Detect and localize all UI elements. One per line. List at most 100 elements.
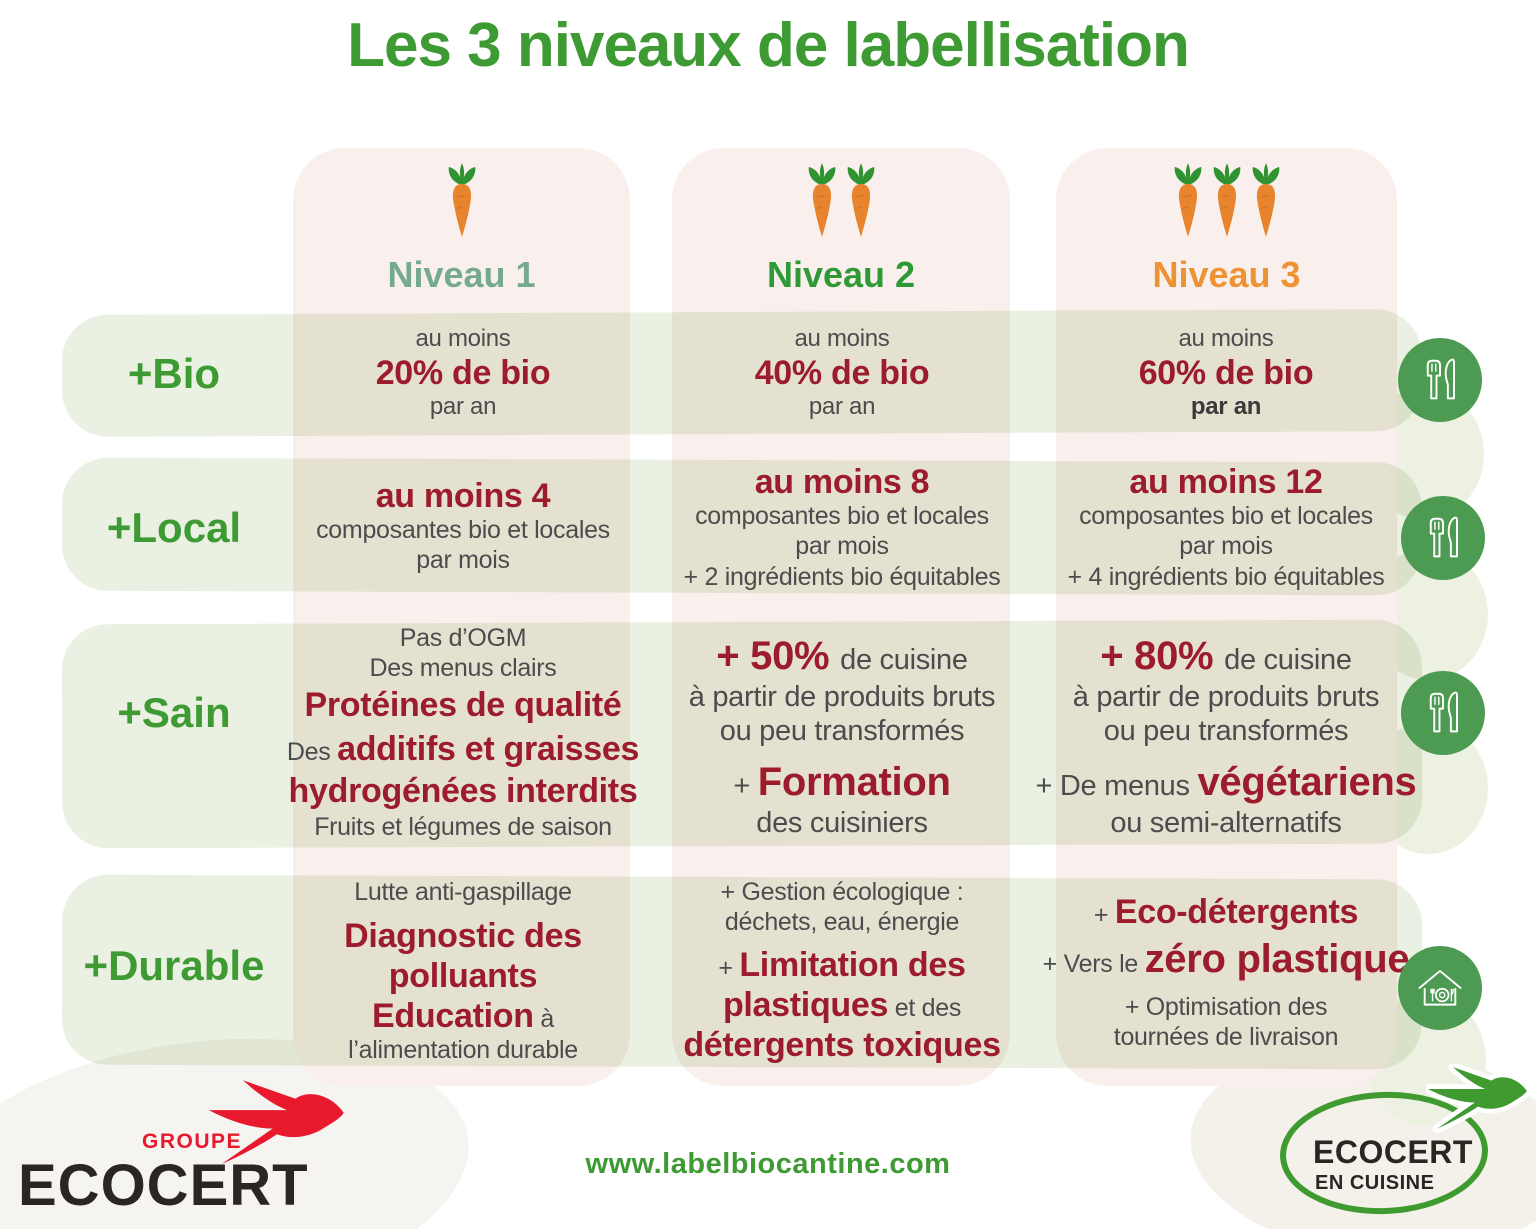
level-title: Niveau 3 bbox=[1152, 254, 1301, 295]
row-label-sain: +Sain bbox=[117, 689, 231, 736]
cell-local-niveau-3: au moins 12 composantes bio et locales par… bbox=[1031, 462, 1421, 593]
badge-bio bbox=[1398, 338, 1482, 422]
cell-sain-niveau-2: + 50% de cuisine à partir de produits bru… bbox=[647, 633, 1037, 840]
house-meal-icon bbox=[1418, 969, 1462, 1006]
cell-line: déchets, eau, énergie bbox=[724, 907, 960, 936]
carrot-icon bbox=[448, 163, 475, 237]
cell-line: + 50% de cuisine bbox=[716, 634, 968, 678]
cell-line: + 4 ingrédients bio équitables bbox=[1067, 563, 1385, 592]
cell-line: + Gestion écologique : bbox=[720, 878, 964, 906]
groupe-ecocert-logo: GROUPE ECOCERT bbox=[14, 1080, 359, 1225]
cell-line: Des menus clairs bbox=[369, 653, 557, 682]
cell-line: + Formation bbox=[733, 759, 951, 804]
cell-line: détergents toxiques bbox=[683, 1026, 1001, 1065]
cell-line: + Optimisation des bbox=[1124, 993, 1328, 1022]
cell-sain-niveau-1: Pas d’OGM Des menus clairs Protéines de qu… bbox=[268, 624, 658, 843]
cell-line: Pas d’OGM bbox=[399, 624, 527, 652]
swallow-icon bbox=[208, 1080, 344, 1165]
cell-line: + Limitation des bbox=[718, 946, 966, 984]
cell-line: plastiques et des bbox=[722, 986, 962, 1025]
carrot-icon bbox=[808, 163, 835, 237]
cell-line: à partir de produits bruts bbox=[688, 681, 996, 714]
cell-line: ou peu transformés bbox=[719, 715, 965, 748]
cell-line: Protéines de qualité bbox=[304, 686, 622, 724]
carrot-group bbox=[293, 158, 630, 242]
cell-line: + De menus végétariens bbox=[1035, 759, 1417, 804]
carrot-icon bbox=[1252, 163, 1279, 237]
row-label-durable: +Durable bbox=[83, 942, 265, 989]
cell-line: 40% de bio bbox=[754, 354, 930, 393]
cell-line: au moins bbox=[415, 325, 511, 352]
level-title: Niveau 2 bbox=[766, 254, 916, 295]
cell-line: + 2 ingrédients bio équitables bbox=[683, 563, 1001, 592]
cell-line: Education à bbox=[372, 996, 554, 1035]
cell-line: ou peu transformés bbox=[1103, 715, 1349, 748]
page-title: Les 3 niveaux de labellisation bbox=[347, 11, 1190, 80]
cell-line: des cuisiniers bbox=[756, 806, 928, 839]
groupe-label: GROUPE bbox=[142, 1130, 243, 1153]
cell-line: par an bbox=[1190, 393, 1262, 421]
cell-bio-niveau-2: au moins 40% de bio par an bbox=[647, 325, 1037, 422]
cell-local-niveau-2: au moins 8 composantes bio et locales par … bbox=[647, 462, 1037, 593]
cell-sain-niveau-3: + 80% de cuisine à partir de produits bru… bbox=[1031, 633, 1421, 840]
cell-line: polluants bbox=[388, 956, 538, 995]
cell-line: 20% de bio bbox=[375, 354, 551, 393]
cell-bio-niveau-3: au moins 60% de bio par an bbox=[1031, 325, 1421, 422]
fork-knife-icon bbox=[1426, 358, 1455, 400]
cell-line: + Vers le zéro plastique bbox=[1042, 937, 1410, 982]
cell-line: Diagnostic des bbox=[344, 916, 582, 955]
cell-line: par mois bbox=[795, 531, 889, 560]
cell-durable-niveau-3: + Eco-détergents + Vers le zéro plastique… bbox=[1031, 892, 1421, 1052]
carrot-icon bbox=[1213, 163, 1240, 237]
cell-line: composantes bio et locales bbox=[695, 502, 989, 531]
cell-line: à partir de produits bruts bbox=[1072, 681, 1380, 714]
cell-line: composantes bio et locales bbox=[1079, 502, 1373, 531]
website-url: www.labelbiocantine.com bbox=[585, 1148, 951, 1180]
cell-line: au moins 4 bbox=[375, 477, 551, 515]
cell-durable-niveau-2: + Gestion écologique : déchets, eau, éner… bbox=[647, 878, 1037, 1065]
cell-line: au moins 12 bbox=[1129, 463, 1323, 501]
cell-line: au moins 8 bbox=[754, 463, 930, 501]
fork-knife-icon bbox=[1429, 691, 1458, 733]
ecocert-en-cuisine-logo: ECOCERT EN CUISINE bbox=[1277, 1064, 1530, 1224]
cell-line: Des additifs et graisses bbox=[286, 730, 640, 769]
cell-line: 60% de bio bbox=[1138, 354, 1314, 393]
carrot-group bbox=[672, 158, 1010, 242]
row-label-bio: +Bio bbox=[127, 350, 221, 397]
ecocert-wordmark: ECOCERT bbox=[1313, 1134, 1473, 1170]
cell-line: par an bbox=[808, 393, 876, 421]
cell-line: au moins bbox=[794, 325, 890, 352]
carrot-icon bbox=[847, 163, 874, 237]
level-header-1: Niveau 1 bbox=[293, 158, 630, 296]
fork-knife-icon bbox=[1429, 516, 1458, 558]
badge-local bbox=[1401, 496, 1485, 580]
cell-line: ou semi-alternatifs bbox=[1110, 806, 1342, 839]
cell-line: par mois bbox=[1179, 531, 1273, 560]
level-title: Niveau 1 bbox=[387, 254, 536, 295]
carrot-group bbox=[1056, 158, 1397, 242]
badge-durable bbox=[1398, 946, 1482, 1030]
cell-line: l’alimentation durable bbox=[348, 1035, 578, 1064]
cell-line: Fruits et légumes de saison bbox=[314, 813, 612, 842]
cell-bio-niveau-1: au moins 20% de bio par an bbox=[268, 325, 658, 422]
cell-line: tournées de livraison bbox=[1113, 1022, 1339, 1051]
level-header-2: Niveau 2 bbox=[672, 158, 1010, 296]
cell-line: composantes bio et locales bbox=[316, 516, 610, 545]
row-label-local: +Local bbox=[106, 504, 242, 551]
cell-line: Lutte anti-gaspillage bbox=[354, 878, 572, 906]
cell-line: + 80% de cuisine bbox=[1100, 634, 1352, 678]
badge-sain bbox=[1401, 671, 1485, 755]
ecocert-wordmark: ECOCERT bbox=[18, 1153, 309, 1218]
cell-line: par mois bbox=[416, 545, 510, 574]
cell-line: + Eco-détergents bbox=[1093, 893, 1359, 931]
cell-durable-niveau-1: Lutte anti-gaspillage Diagnostic des pollu… bbox=[268, 878, 658, 1065]
level-header-3: Niveau 3 bbox=[1056, 158, 1397, 296]
cell-line: au moins bbox=[1178, 325, 1274, 352]
cell-line: hydrogénées interdits bbox=[288, 772, 638, 811]
en-cuisine-label: EN CUISINE bbox=[1315, 1172, 1435, 1194]
cell-line: par an bbox=[429, 393, 497, 421]
carrot-icon bbox=[1174, 163, 1201, 237]
cell-local-niveau-1: au moins 4 composantes bio et locales par … bbox=[268, 476, 658, 575]
